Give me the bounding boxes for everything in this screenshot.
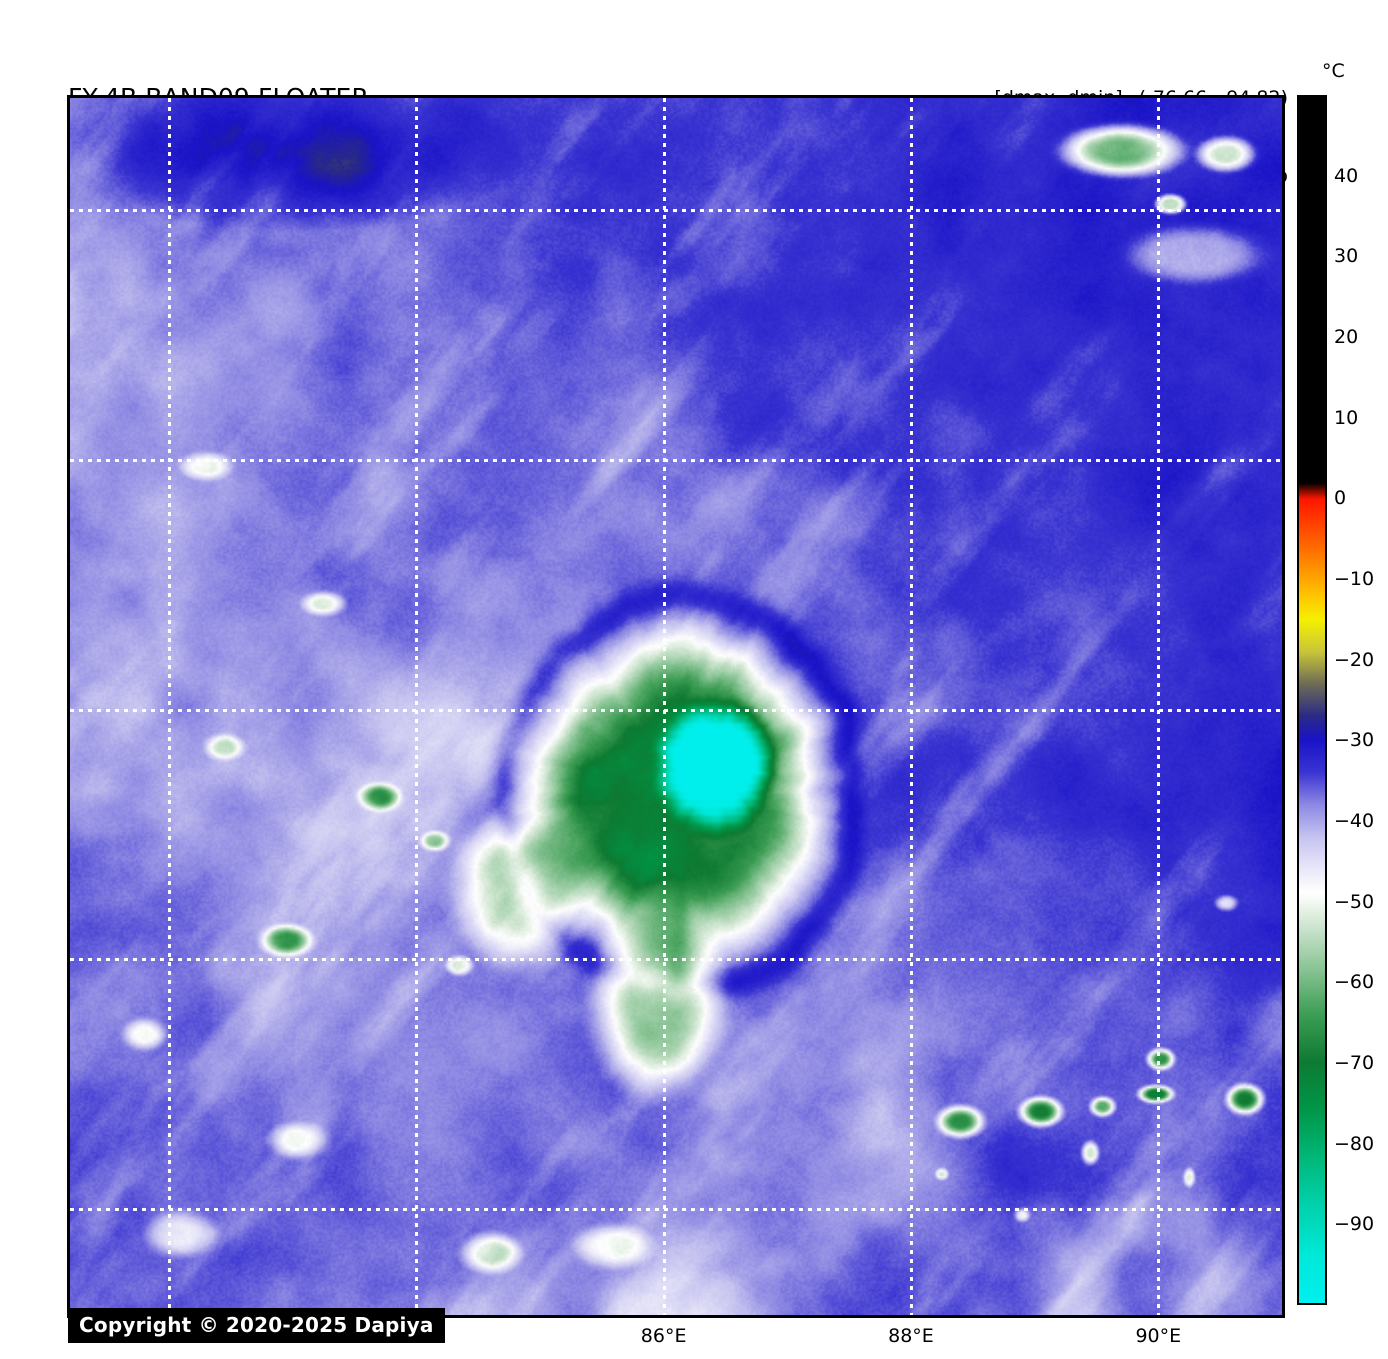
satellite-infrared-raster	[70, 98, 1282, 1315]
colorbar-tick-label: 20	[1334, 326, 1359, 348]
colorbar-tick-label: −50	[1334, 890, 1375, 913]
colorbar-tick-label: −60	[1334, 971, 1375, 994]
colorbar-tick-label: 10	[1334, 406, 1359, 429]
colorbar-tick-label: −30	[1334, 729, 1375, 752]
colorbar-tick-label: −80	[1334, 1132, 1375, 1155]
colorbar-tick-label: 30	[1334, 245, 1359, 268]
longitude-tick-label: 86°E	[640, 1325, 687, 1347]
colorbar-gradient	[1299, 97, 1325, 1303]
colorbar-tick-label: −10	[1334, 568, 1375, 590]
colorbar-tick-label: 0	[1334, 487, 1347, 510]
longitude-tick-label: 88°E	[888, 1325, 934, 1347]
colorbar-tick-label: 40	[1334, 164, 1359, 187]
colorbar-tick-label: −20	[1334, 648, 1375, 671]
colorbar-tick-label: −90	[1334, 1213, 1375, 1236]
colorbar-tick-label: −70	[1334, 1052, 1375, 1074]
copyright-banner: Copyright © 2020-2025 Dapiya	[68, 1308, 445, 1343]
satellite-image-plot[interactable]	[67, 95, 1285, 1318]
temperature-colorbar[interactable]	[1297, 95, 1327, 1305]
colorbar-unit-label: °C	[1322, 60, 1345, 82]
longitude-tick-label: 90°E	[1135, 1325, 1182, 1347]
colorbar-tick-label: −40	[1334, 810, 1375, 832]
